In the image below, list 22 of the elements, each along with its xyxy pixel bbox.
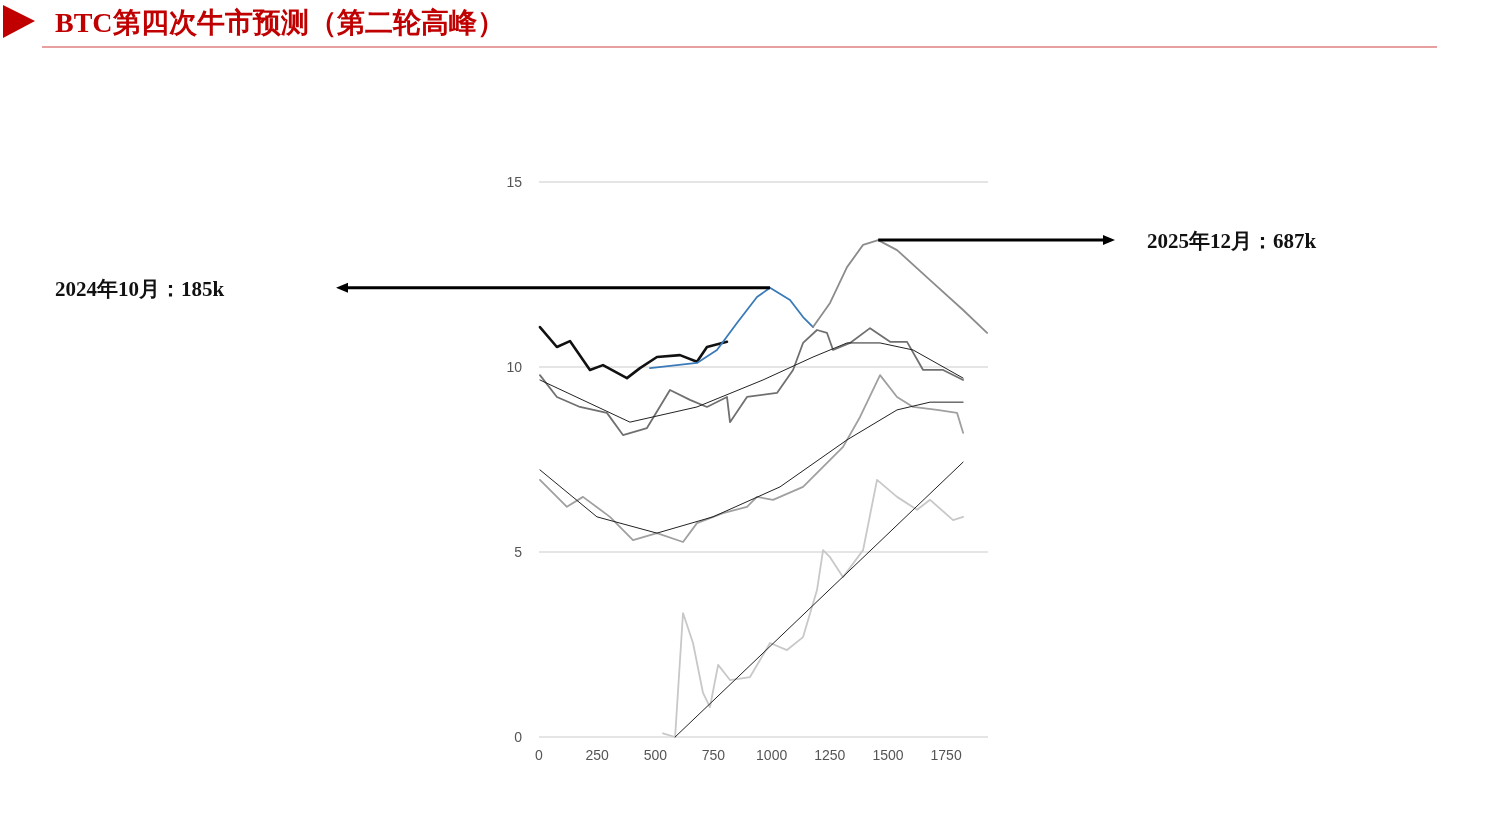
line-series: [539, 342, 964, 423]
x-tick-label: 250: [585, 747, 610, 763]
line-series: [812, 239, 988, 334]
text: BTC第四次牛市预测（第二轮高峰）: [55, 7, 505, 38]
line-series: [649, 286, 814, 370]
x-tick-label: 1750: [930, 747, 962, 763]
y-tick-label: 5: [514, 544, 523, 560]
x-tick-label: 0: [535, 747, 544, 763]
x-tick-label: 1000: [756, 747, 788, 763]
text: 2024年10月：185k: [55, 276, 225, 301]
x-tick-label: 1250: [814, 747, 846, 763]
line-series: [538, 325, 729, 380]
y-tick-label: 0: [514, 729, 523, 745]
line-series: [539, 327, 965, 436]
x-tick-label: 500: [643, 747, 668, 763]
x-tick-label: 750: [701, 747, 726, 763]
line-series: [539, 374, 965, 543]
x-tick-label: 1500: [872, 747, 904, 763]
text: 2025年12月：687k: [1147, 229, 1317, 254]
line-series: [539, 401, 964, 534]
y-tick-label: 15: [506, 174, 523, 190]
y-tick-label: 10: [506, 359, 523, 375]
